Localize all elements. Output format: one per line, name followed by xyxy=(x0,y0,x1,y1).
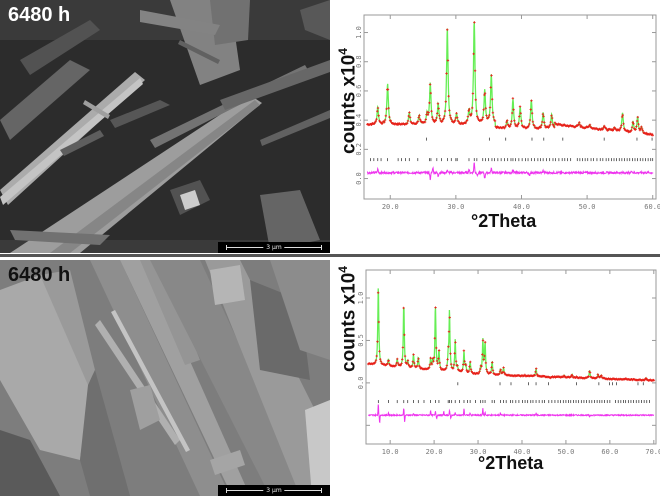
svg-text:1.0: 1.0 xyxy=(355,26,363,39)
time-label: 6480 h xyxy=(8,4,71,26)
svg-text:50.0: 50.0 xyxy=(579,203,596,211)
svg-text:10.0: 10.0 xyxy=(382,448,399,456)
xrd-chart-bottom: 10.0 20.0 30.0 40.0 50.0 60.0 70.0 0.0 0.5 1.0 xyxy=(357,269,660,456)
x-axis-label: °2Theta xyxy=(478,453,544,473)
scale-bar-label: 3 µm xyxy=(263,485,285,496)
sem-micrograph xyxy=(0,260,330,496)
svg-text:0.0: 0.0 xyxy=(355,172,363,185)
panel-bottom: 6480 h 3 µm counts x104 10.0 20.0 30.0 40.0… xyxy=(0,258,660,496)
scale-bar: 3 µm xyxy=(218,485,330,496)
svg-text:30.0: 30.0 xyxy=(470,448,487,456)
svg-text:40.0: 40.0 xyxy=(513,203,530,211)
divider xyxy=(0,254,660,257)
svg-text:70.0: 70.0 xyxy=(645,448,660,456)
svg-text:60.0: 60.0 xyxy=(644,203,660,211)
scale-bar-label: 3 µm xyxy=(263,242,285,253)
svg-text:30.0: 30.0 xyxy=(447,203,464,211)
sem-image-top: 6480 h 3 µm xyxy=(0,0,330,253)
svg-text:50.0: 50.0 xyxy=(557,448,574,456)
svg-text:1.0: 1.0 xyxy=(357,292,365,305)
svg-text:0.8: 0.8 xyxy=(355,55,363,68)
scale-bar: 3 µm xyxy=(218,242,330,253)
svg-text:0.5: 0.5 xyxy=(357,334,365,347)
panel-top: 6480 h 3 µm counts x104 20.0 30.0 40.0 50.0… xyxy=(0,0,660,253)
svg-text:20.0: 20.0 xyxy=(382,203,399,211)
svg-text:40.0: 40.0 xyxy=(514,448,531,456)
x-axis-label: °2Theta xyxy=(471,211,537,231)
time-label: 6480 h xyxy=(8,264,71,286)
sem-micrograph xyxy=(0,0,330,253)
svg-text:20.0: 20.0 xyxy=(426,448,443,456)
svg-text:0.4: 0.4 xyxy=(355,114,363,127)
svg-text:0.6: 0.6 xyxy=(355,85,363,98)
svg-text:60.0: 60.0 xyxy=(601,448,618,456)
xrd-chart-top: 20.0 30.0 40.0 50.0 60.0 0.0 0.2 0.4 0.6 0.8 1.0 xyxy=(355,14,660,211)
svg-text:0.0: 0.0 xyxy=(357,377,365,390)
sem-image-bottom: 6480 h 3 µm xyxy=(0,260,330,496)
svg-text:0.2: 0.2 xyxy=(355,143,363,156)
